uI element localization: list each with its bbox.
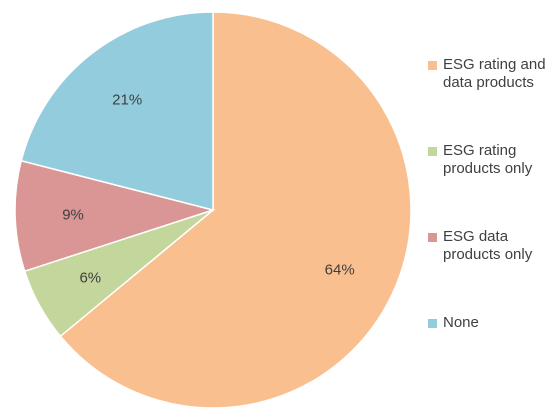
legend: ESG rating and data products ESG rating … — [428, 0, 558, 408]
legend-swatch — [428, 147, 437, 156]
slice-value-label: 21% — [112, 91, 142, 108]
legend-label: ESG rating products only — [443, 142, 533, 177]
slice-none — [20, 11, 214, 211]
legend-label: ESG rating and data products — [443, 56, 546, 91]
legend-label: None — [443, 314, 479, 331]
legend-item-none: None — [428, 314, 558, 332]
legend-item-esg-rating-and-data: ESG rating and data products — [428, 56, 558, 92]
pie-slices — [14, 11, 412, 408]
legend-item-esg-data-only: ESG data products only — [428, 228, 558, 264]
slice-value-label: 64% — [325, 262, 355, 279]
slice-esg-data-only — [14, 159, 216, 273]
legend-swatch — [428, 233, 437, 242]
slice-labels: 64% 6% 9% 21% — [62, 91, 354, 286]
legend-label: ESG data products only — [443, 228, 533, 263]
slice-value-label: 9% — [62, 206, 84, 223]
legend-item-esg-rating-only: ESG rating products only — [428, 142, 558, 178]
slice-value-label: 6% — [79, 269, 101, 286]
legend-swatch — [428, 319, 437, 328]
legend-swatch — [428, 61, 437, 70]
slice-esg-rating-and-data — [59, 11, 412, 408]
